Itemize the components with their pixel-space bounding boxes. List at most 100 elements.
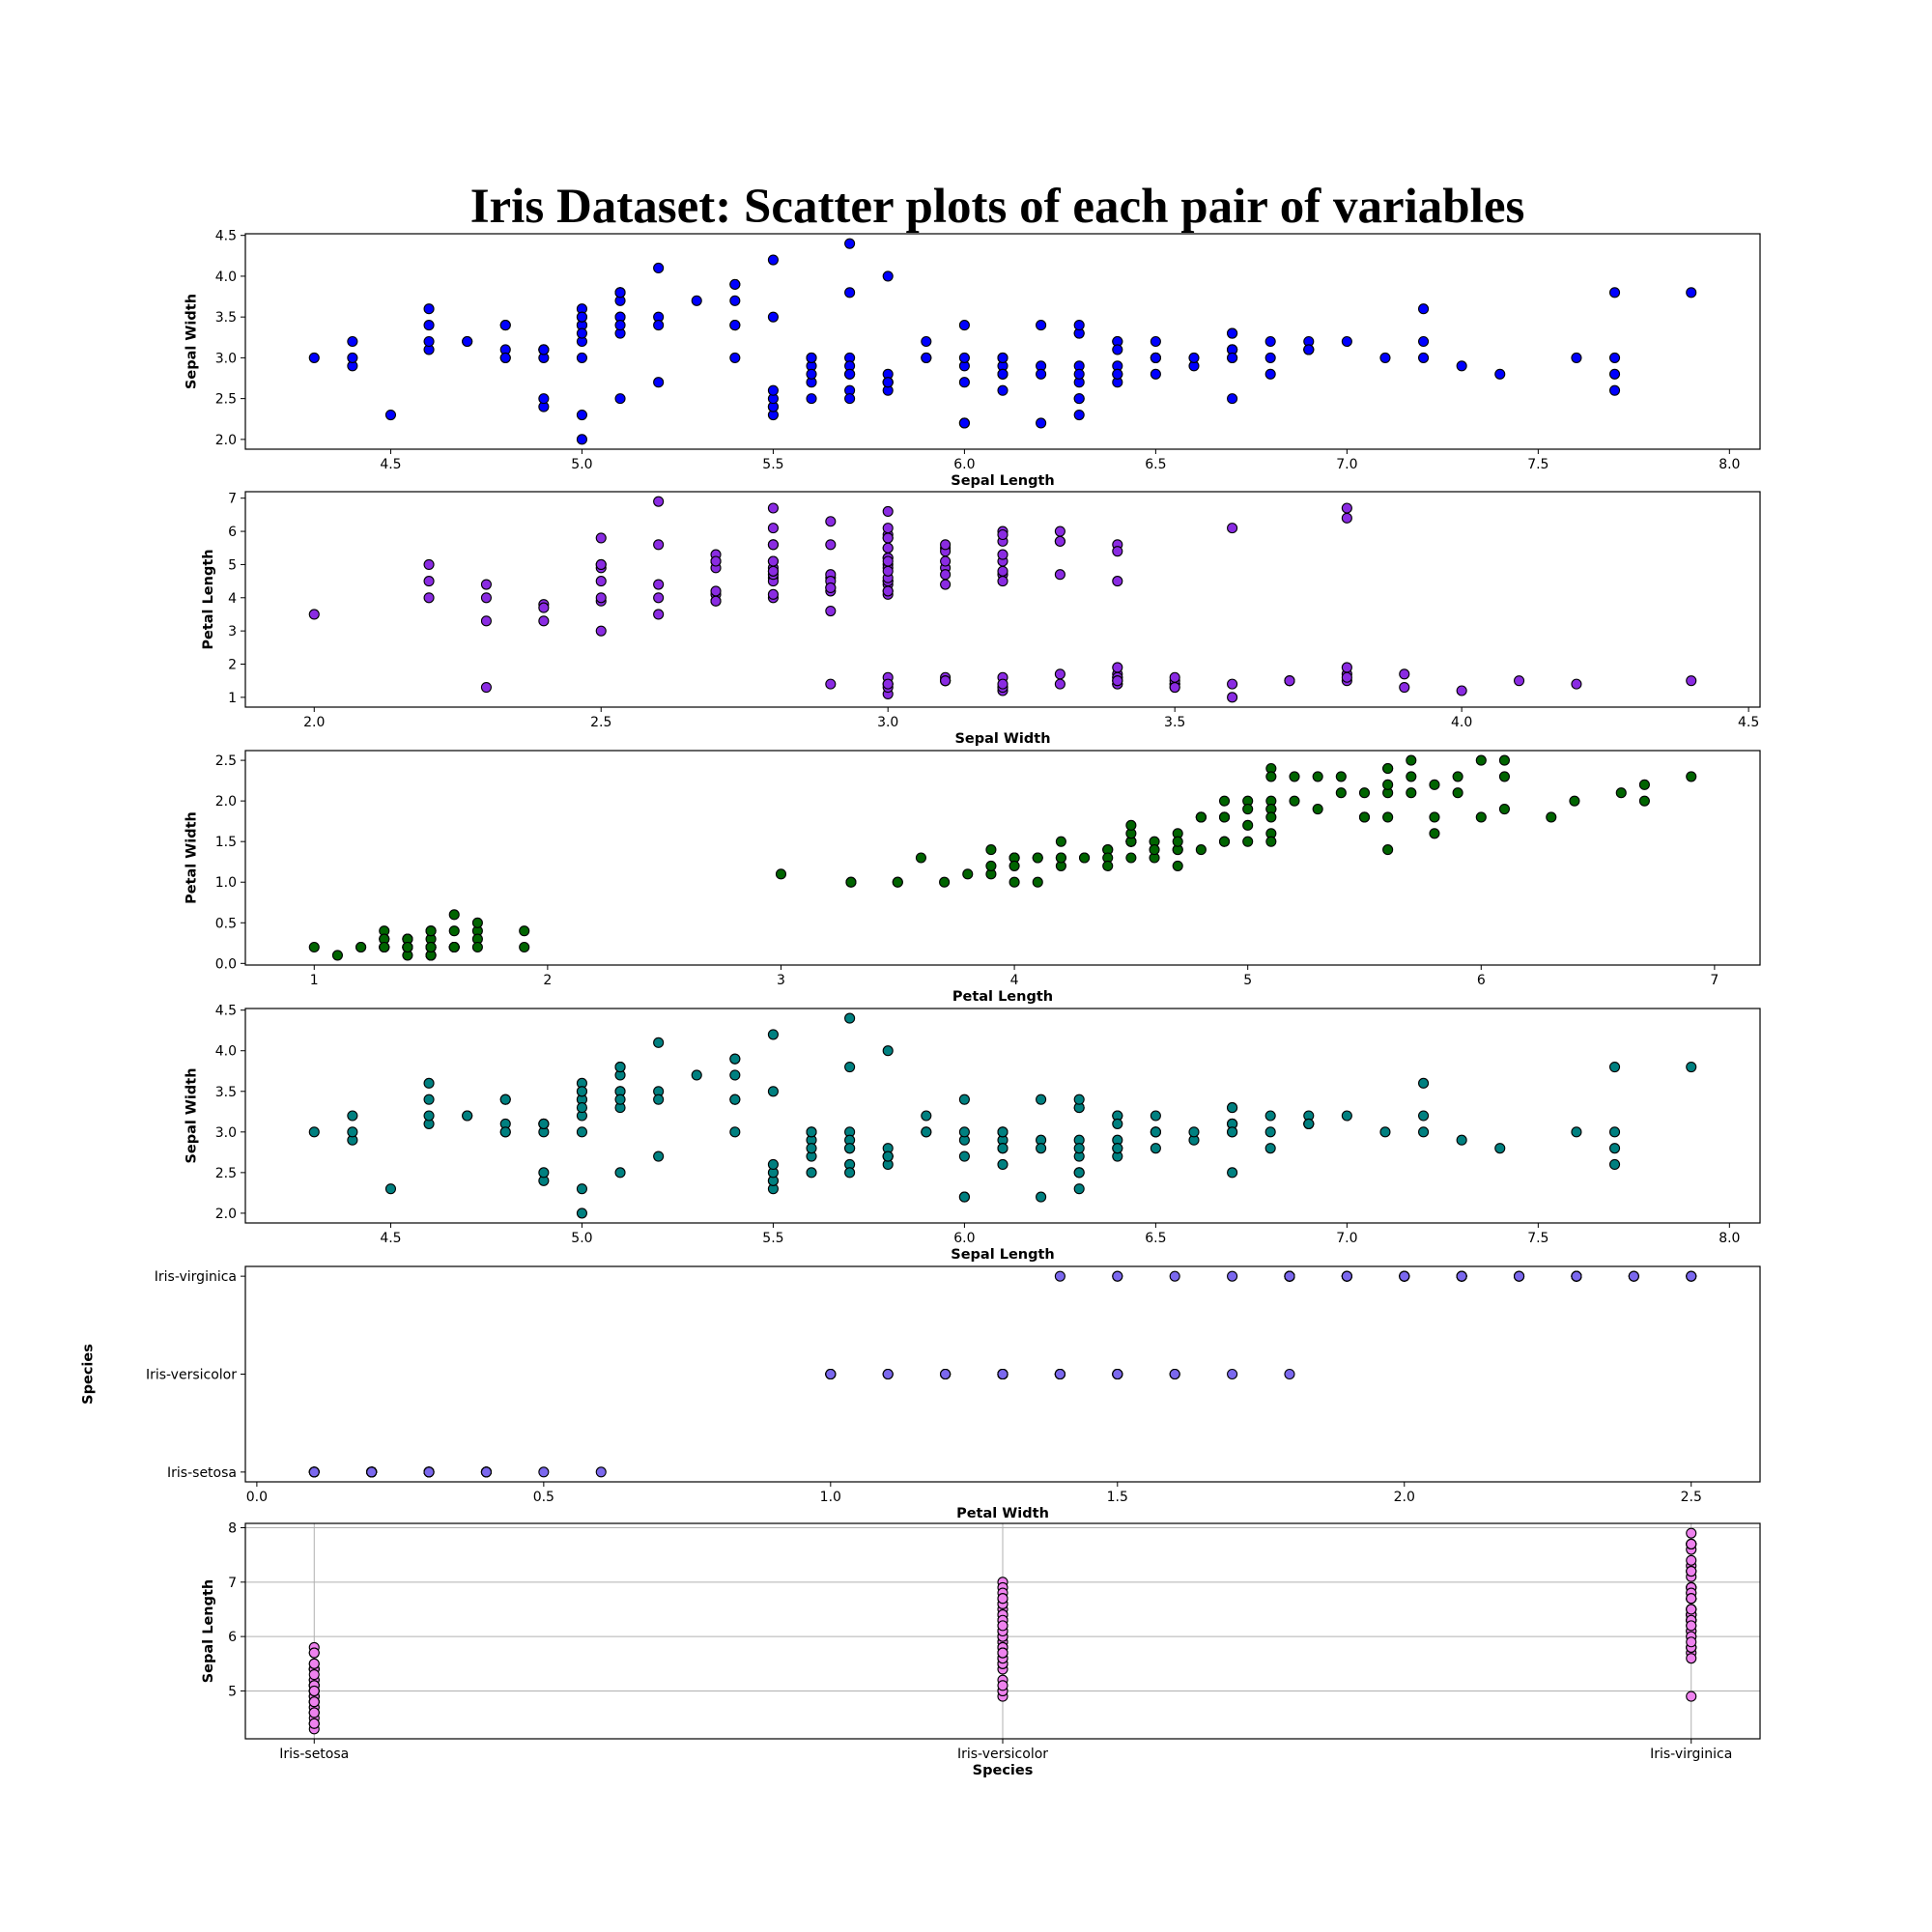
data-point <box>384 409 397 421</box>
data-point <box>997 1593 1009 1605</box>
x-tick-label: 4.0 <box>1451 715 1472 730</box>
data-point <box>1150 1126 1161 1138</box>
data-point <box>1242 803 1254 815</box>
data-point <box>1628 1270 1639 1282</box>
data-point <box>1418 1077 1430 1089</box>
data-point <box>1379 1126 1391 1138</box>
data-point <box>1686 1062 1697 1073</box>
data-point <box>1608 1158 1621 1170</box>
data-point <box>1289 771 1300 782</box>
data-point <box>882 270 894 282</box>
data-point <box>423 1466 435 1478</box>
data-point <box>1608 352 1621 363</box>
data-point <box>1227 352 1238 363</box>
data-point <box>1265 836 1277 847</box>
data-point <box>1335 771 1347 782</box>
data-point <box>308 1685 320 1696</box>
axes-frame <box>244 491 1761 708</box>
data-point <box>347 1126 358 1138</box>
data-point <box>1686 1620 1697 1632</box>
data-point <box>1227 678 1238 690</box>
data-point <box>1125 852 1137 864</box>
data-point <box>1055 836 1066 847</box>
data-point <box>915 852 926 864</box>
data-point <box>480 579 493 590</box>
data-point <box>576 1183 587 1195</box>
y-tick-label: 8 <box>228 1521 237 1537</box>
data-point <box>1571 352 1582 363</box>
data-point <box>997 1620 1009 1632</box>
data-point <box>1227 692 1238 703</box>
data-point <box>729 1126 741 1138</box>
data-point <box>1429 811 1440 823</box>
axes-frame <box>244 750 1761 966</box>
data-point <box>997 1647 1009 1659</box>
y-tick-label: 2.5 <box>215 1166 237 1181</box>
data-point <box>997 384 1009 396</box>
data-point <box>892 876 903 888</box>
data-point <box>844 238 856 249</box>
y-tick-label: 3.5 <box>215 310 237 326</box>
x-tick-label: 7 <box>1710 973 1719 988</box>
data-point <box>1112 1270 1123 1282</box>
data-point <box>1009 860 1020 871</box>
data-point <box>347 335 358 348</box>
data-point <box>576 1208 587 1219</box>
data-point <box>1150 1143 1161 1154</box>
data-point <box>1112 1143 1123 1154</box>
x-tick-label: 4.5 <box>380 1231 401 1246</box>
data-point <box>1638 795 1650 807</box>
data-point <box>653 1094 665 1105</box>
data-point <box>1571 1126 1582 1138</box>
data-point <box>347 1110 358 1122</box>
data-point <box>997 1368 1009 1380</box>
y-tick-label: 7 <box>228 492 237 507</box>
data-point <box>1569 795 1580 807</box>
data-point <box>882 523 894 534</box>
data-point <box>1112 1368 1123 1380</box>
scatter-panel-4: 4.5 5.0 5.5 6.0 6.5 7.0 7.5 8.0 2.0 2.5 3.0 3.5 4.0 4… <box>184 1004 1761 1263</box>
data-point <box>1341 512 1352 524</box>
data-point <box>825 516 837 527</box>
axes-frame <box>244 233 1761 450</box>
data-point <box>997 1680 1009 1691</box>
data-point <box>423 1094 435 1105</box>
data-point <box>653 262 665 274</box>
data-point <box>366 1466 378 1478</box>
data-point <box>921 1110 932 1122</box>
data-point <box>1608 384 1621 396</box>
data-point <box>767 588 779 600</box>
data-point <box>767 1158 779 1170</box>
data-point <box>1073 409 1085 421</box>
data-point <box>480 682 493 694</box>
data-point <box>653 496 665 507</box>
data-point <box>958 1191 970 1203</box>
data-point <box>1242 836 1254 847</box>
data-point <box>882 585 894 597</box>
data-point <box>614 320 626 331</box>
x-tick-label: 1.0 <box>820 1490 841 1505</box>
y-tick-label: 0.0 <box>215 956 237 972</box>
data-point <box>806 1167 817 1179</box>
data-point <box>1218 811 1231 823</box>
data-point <box>1452 771 1463 782</box>
y-tick-label: 6 <box>228 1630 237 1645</box>
y-axis-label: Species <box>81 1344 97 1405</box>
data-point <box>767 384 779 396</box>
x-tick-label: 6 <box>1477 973 1486 988</box>
data-point <box>1686 1566 1697 1577</box>
data-point <box>767 565 779 577</box>
data-point <box>958 1126 970 1138</box>
data-point <box>1227 393 1238 405</box>
data-point <box>1054 668 1065 680</box>
y-axis-label: Sepal Width <box>184 294 199 389</box>
data-point <box>1686 1636 1697 1648</box>
data-point <box>806 1143 817 1154</box>
y-tick-label: 3.5 <box>215 1085 237 1100</box>
data-point <box>1686 1527 1697 1539</box>
y-tick-label: 1 <box>228 691 237 706</box>
x-tick-label: 3 <box>777 973 785 988</box>
data-point <box>691 295 702 306</box>
data-point <box>653 320 665 331</box>
data-point <box>471 941 483 953</box>
